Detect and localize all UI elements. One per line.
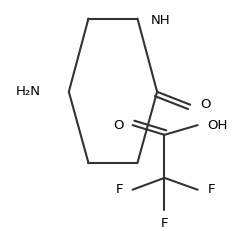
Text: F: F <box>115 183 123 196</box>
Text: O: O <box>114 119 124 132</box>
Text: OH: OH <box>207 119 228 132</box>
Text: O: O <box>200 98 211 111</box>
Text: F: F <box>161 217 168 230</box>
Text: NH: NH <box>151 14 171 27</box>
Text: F: F <box>207 183 215 196</box>
Text: H₂N: H₂N <box>16 85 41 98</box>
